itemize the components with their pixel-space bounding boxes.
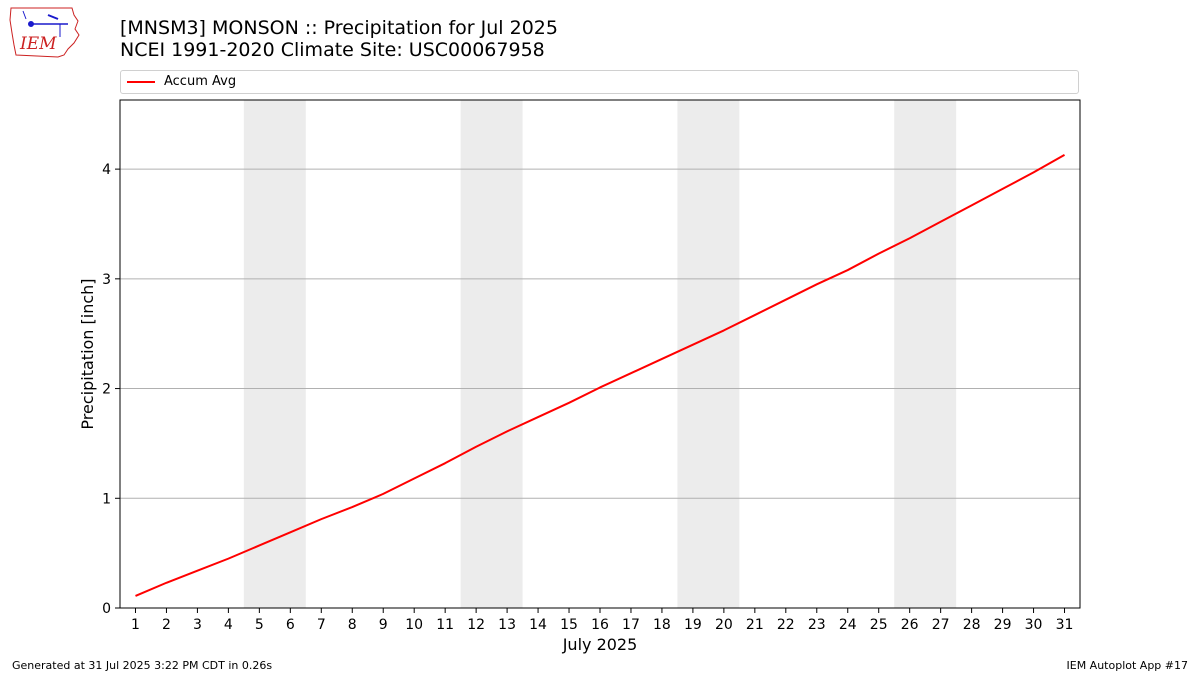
x-tick-label-15: 15 <box>560 617 578 633</box>
generated-timestamp: Generated at 31 Jul 2025 3:22 PM CDT in … <box>12 659 273 672</box>
y-tick-label-3: 3 <box>102 272 111 288</box>
weekend-band-2 <box>460 100 523 608</box>
y-tick-label-2: 2 <box>102 382 111 398</box>
weekend-band-4 <box>894 100 957 608</box>
x-tick-label-8: 8 <box>348 617 357 633</box>
x-tick-label-25: 25 <box>870 617 888 633</box>
chart-title: [MNSM3] MONSON :: Precipitation for Jul … <box>120 17 558 39</box>
x-tick-label-31: 31 <box>1056 617 1074 633</box>
x-tick-label-19: 19 <box>684 617 702 633</box>
weather-station-icon <box>22 10 68 37</box>
x-axis-label: July 2025 <box>562 635 638 654</box>
plot-frame <box>119 99 1081 609</box>
x-tick-label-12: 12 <box>467 617 485 633</box>
x-tick-label-10: 10 <box>405 617 423 633</box>
x-tick-label-30: 30 <box>1025 617 1043 633</box>
x-tick-label-11: 11 <box>436 617 454 633</box>
x-tick-label-29: 29 <box>994 617 1012 633</box>
series-line-1 <box>135 153 1066 597</box>
app-label: IEM Autoplot App #17 <box>1066 659 1189 672</box>
weekend-band-3 <box>677 100 740 608</box>
x-tick-label-14: 14 <box>529 617 547 633</box>
x-tick-label-24: 24 <box>839 617 857 633</box>
weekend-band-1 <box>243 100 306 608</box>
logo-text: IEM <box>19 34 57 54</box>
x-tick-label-22: 22 <box>777 617 795 633</box>
iem-logo: IEM <box>9 7 80 58</box>
x-tick-label-1: 1 <box>131 617 140 633</box>
x-tick-label-6: 6 <box>286 617 295 633</box>
y-axis-label: Precipitation [inch] <box>78 278 97 429</box>
x-tick-label-4: 4 <box>224 617 233 633</box>
x-tick-label-9: 9 <box>379 617 388 633</box>
legend: Accum Avg <box>120 70 1079 94</box>
legend-label-accum-avg: Accum Avg <box>164 74 237 89</box>
legend-swatch-accum-avg <box>127 81 155 83</box>
x-tick-label-2: 2 <box>162 617 171 633</box>
y-tick-label-4: 4 <box>102 162 111 178</box>
x-tick-label-20: 20 <box>715 617 733 633</box>
y-tick-label-1: 1 <box>102 491 111 507</box>
x-tick-label-7: 7 <box>317 617 326 633</box>
x-tick-label-28: 28 <box>963 617 981 633</box>
y-tick-label-0: 0 <box>102 601 111 617</box>
x-tick-label-5: 5 <box>255 617 264 633</box>
x-tick-label-3: 3 <box>193 617 202 633</box>
x-tick-label-26: 26 <box>901 617 919 633</box>
chart-subtitle: NCEI 1991-2020 Climate Site: USC00067958 <box>120 39 545 61</box>
x-tick-label-17: 17 <box>622 617 640 633</box>
iowa-state-outline <box>9 7 80 58</box>
x-tick-label-27: 27 <box>932 617 950 633</box>
x-tick-label-23: 23 <box>808 617 826 633</box>
x-tick-label-21: 21 <box>746 617 764 633</box>
x-tick-label-13: 13 <box>498 617 516 633</box>
x-tick-label-16: 16 <box>591 617 609 633</box>
x-tick-label-18: 18 <box>653 617 671 633</box>
